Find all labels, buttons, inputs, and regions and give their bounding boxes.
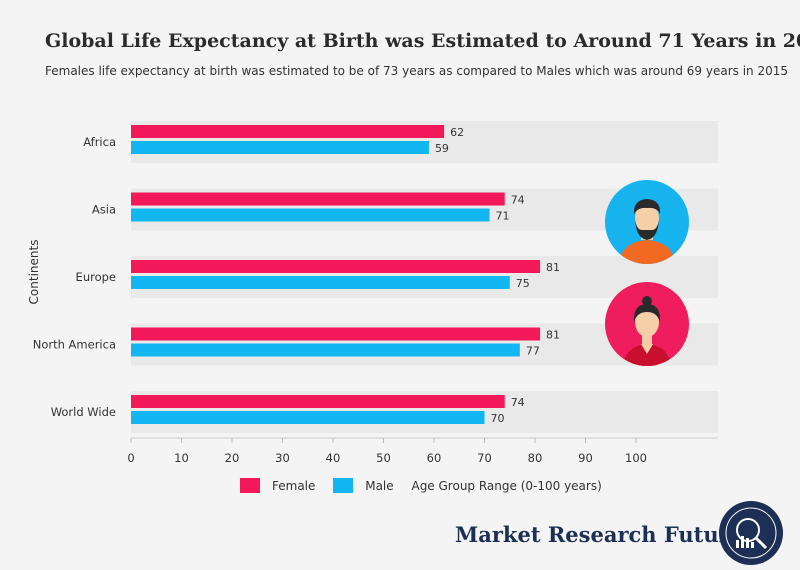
x-tick-label: 30 — [275, 451, 290, 465]
data-label: 62 — [450, 126, 464, 139]
data-label: 70 — [491, 412, 505, 425]
bar-male — [131, 411, 485, 424]
x-tick-label: 80 — [528, 451, 543, 465]
bar-female — [131, 327, 541, 341]
category-label: North America — [33, 338, 116, 352]
category-label: World Wide — [51, 405, 116, 419]
x-tick-label: 10 — [174, 451, 189, 465]
data-label: 59 — [435, 142, 449, 155]
woman-avatar-icon — [605, 282, 689, 370]
x-tick-label: 60 — [427, 451, 442, 465]
legend-male-label: Male — [365, 478, 394, 493]
data-label: 81 — [546, 261, 560, 274]
chart-title: Global Life Expectancy at Birth was Esti… — [45, 30, 800, 52]
x-tick-label: 20 — [225, 451, 240, 465]
bar-female — [131, 395, 505, 408]
bar-female — [131, 192, 505, 206]
legend-female: Female — [240, 478, 329, 493]
data-label: 74 — [511, 396, 525, 409]
x-tick-label: 40 — [326, 451, 341, 465]
x-tick-label: 90 — [578, 451, 593, 465]
legend-male-swatch — [333, 478, 354, 493]
bar-male — [131, 343, 520, 357]
legend-range-label: Age Group Range (0-100 years) — [411, 478, 602, 493]
man-avatar-icon — [605, 180, 689, 268]
data-label: 71 — [496, 210, 510, 223]
bar-female — [131, 260, 541, 273]
legend-female-swatch — [240, 478, 260, 493]
bar-female — [131, 125, 445, 138]
x-tick-label: 0 — [127, 451, 134, 465]
data-label: 74 — [511, 194, 525, 207]
legend-male: Male — [333, 478, 407, 493]
legend-range-note: Age Group Range (0-100 years) — [411, 478, 615, 493]
data-label: 77 — [526, 345, 540, 358]
category-label: Asia — [92, 203, 116, 217]
x-tick-label: 50 — [376, 451, 391, 465]
bar-male — [131, 141, 429, 154]
legend-female-label: Female — [272, 478, 316, 493]
bar-male — [131, 208, 490, 222]
x-tick-label: 70 — [477, 451, 492, 465]
brand-logo — [718, 500, 784, 570]
x-tick-label: 100 — [625, 451, 647, 465]
data-label: 81 — [546, 329, 560, 342]
y-axis-title: Continents — [27, 240, 41, 305]
data-label: 75 — [516, 277, 530, 290]
bar-male — [131, 276, 510, 289]
chart-legend: Female Male Age Group Range (0-100 years… — [240, 478, 616, 493]
category-label: Africa — [83, 135, 116, 149]
category-label: Europe — [76, 270, 116, 284]
brand-name: Market Research Future — [455, 522, 744, 547]
chart-subtitle: Females life expectancy at birth was est… — [45, 64, 789, 78]
